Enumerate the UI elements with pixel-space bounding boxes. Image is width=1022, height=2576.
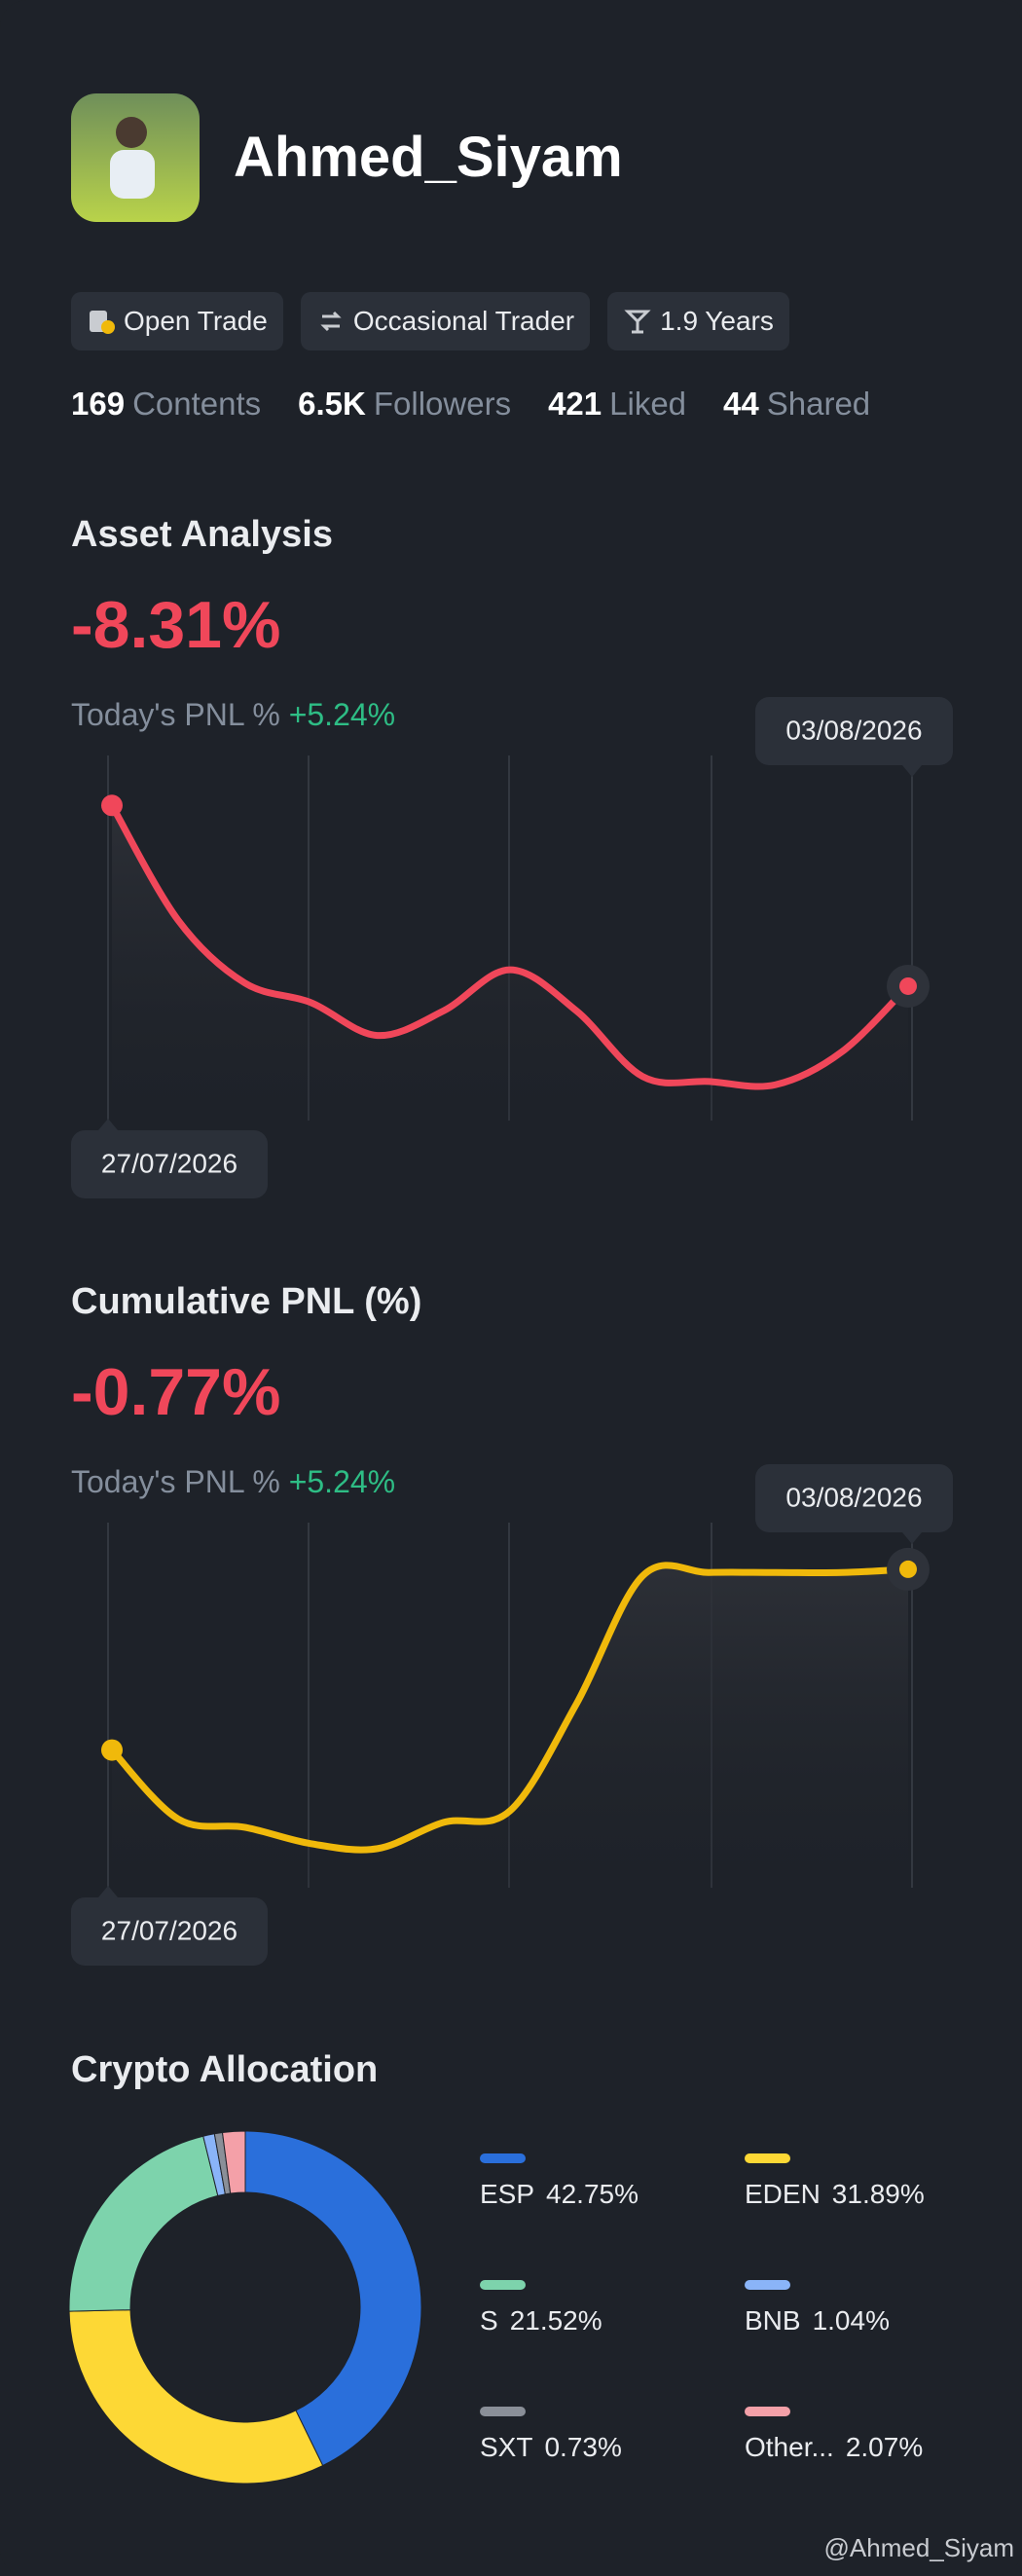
- stat-value: 421: [548, 386, 602, 422]
- pnl-label: Today's PNL %: [71, 697, 280, 732]
- legend-swatch: [745, 2153, 790, 2163]
- legend: ESP 42.75% EDEN 31.89% S 21.52% BNB 1.04% SXT 0.7…: [480, 2153, 1009, 2463]
- tag-icon: [90, 311, 115, 334]
- date-label: 27/07/2026: [101, 1148, 237, 1178]
- legend-name: Other...: [745, 2432, 834, 2462]
- line-chart: 03/08/2026 27/07/2026: [71, 697, 953, 1198]
- stat-label: Shared: [766, 386, 871, 422]
- pnl-label: Today's PNL %: [71, 1464, 280, 1499]
- stat-value: 44: [723, 386, 759, 422]
- headline-value: -8.31%: [71, 588, 281, 662]
- donut-segment: [68, 2309, 324, 2484]
- date-label: 27/07/2026: [101, 1915, 237, 1945]
- date-label: 03/08/2026: [785, 1482, 922, 1512]
- line: [108, 1562, 912, 1854]
- legend-value: 2.07%: [845, 2432, 924, 2462]
- tag: Occasional Trader: [300, 292, 591, 350]
- section-title: Crypto Allocation: [71, 2049, 379, 2090]
- date-tooltip: [755, 1464, 953, 1532]
- legend-value: 31.89%: [831, 2179, 925, 2209]
- legend-swatch: [480, 2280, 526, 2290]
- legend-value: 0.73%: [544, 2432, 622, 2462]
- end-point: [899, 1560, 917, 1578]
- legend-name: S: [480, 2305, 498, 2336]
- tooltip-pointer: [98, 1886, 118, 1897]
- tag: 1.9 Years: [607, 292, 789, 350]
- tag-text: Open Trade: [124, 306, 268, 336]
- stat: 169 Contents: [71, 386, 261, 423]
- legend-swatch: [480, 2407, 526, 2416]
- legend-name: EDEN: [745, 2179, 821, 2209]
- end-point: [899, 976, 917, 995]
- line: [108, 801, 912, 1090]
- donut-segment: [244, 2130, 422, 2467]
- tag-icon: [320, 311, 342, 332]
- stat-label: Liked: [609, 386, 687, 422]
- pnl-line: Today's PNL % +5.24%: [71, 697, 395, 733]
- legend-value: 1.04%: [812, 2305, 890, 2336]
- donut-chart: [68, 2130, 422, 2484]
- stat: 44 Shared: [723, 386, 870, 423]
- legend-item: BNB 1.04%: [745, 2280, 1009, 2337]
- watermark: @Ahmed_Siyam: [823, 2533, 1014, 2562]
- stat-label: Followers: [373, 386, 512, 422]
- line-chart: 03/08/2026 27/07/2026: [71, 1464, 953, 1966]
- tooltip-pointer: [902, 1532, 922, 1544]
- legend-name: SXT: [480, 2432, 533, 2462]
- date-tooltip: [755, 697, 953, 765]
- stat-value: 169: [71, 386, 126, 422]
- legend-value: 42.75%: [546, 2179, 639, 2209]
- section-title: Cumulative PNL (%): [71, 1281, 422, 1322]
- legend-name: ESP: [480, 2179, 535, 2209]
- pnl-value: +5.24%: [288, 697, 396, 732]
- area: [112, 1564, 908, 1888]
- legend-value: 21.52%: [509, 2305, 602, 2336]
- section-title: Asset Analysis: [71, 514, 333, 555]
- area: [112, 805, 908, 1121]
- stat: 421 Liked: [548, 386, 686, 423]
- start-point: [101, 1739, 123, 1761]
- tooltip-pointer: [902, 765, 922, 777]
- pnl-line: Today's PNL % +5.24%: [71, 1464, 395, 1500]
- tag-text: 1.9 Years: [660, 306, 774, 336]
- legend-item: EDEN 31.89%: [745, 2153, 1009, 2210]
- date-label: 03/08/2026: [785, 715, 922, 745]
- legend-item: Other... 2.07%: [745, 2407, 1009, 2463]
- stat-value: 6.5K: [298, 386, 366, 422]
- legend-swatch: [745, 2407, 790, 2416]
- legend-name: BNB: [745, 2305, 801, 2336]
- pnl-value: +5.24%: [288, 1464, 396, 1499]
- donut-segment: [221, 2130, 246, 2194]
- date-tooltip: [71, 1897, 268, 1966]
- date-tooltip: [71, 1130, 268, 1198]
- legend-item: ESP 42.75%: [480, 2153, 745, 2210]
- user-name: Ahmed_Siyam: [234, 126, 623, 189]
- legend-item: S 21.52%: [480, 2280, 745, 2337]
- legend-item: SXT 0.73%: [480, 2407, 745, 2463]
- avatar: [71, 93, 200, 222]
- tag-list: Open Trade Occasional Trader 1.9 Years: [71, 292, 789, 350]
- tag-icon: [624, 310, 651, 334]
- stats-row: 169 Contents 6.5K Followers 421 Liked 44 Shared: [71, 386, 870, 423]
- headline-value: -0.77%: [71, 1355, 281, 1429]
- tag-text: Occasional Trader: [352, 306, 575, 336]
- stat-label: Contents: [132, 386, 262, 422]
- donut-segment: [68, 2135, 219, 2312]
- legend-swatch: [745, 2280, 790, 2290]
- tooltip-pointer: [98, 1119, 118, 1130]
- start-point: [101, 794, 123, 817]
- legend-swatch: [480, 2153, 526, 2163]
- tag: Open Trade: [71, 292, 283, 350]
- stat: 6.5K Followers: [298, 386, 511, 423]
